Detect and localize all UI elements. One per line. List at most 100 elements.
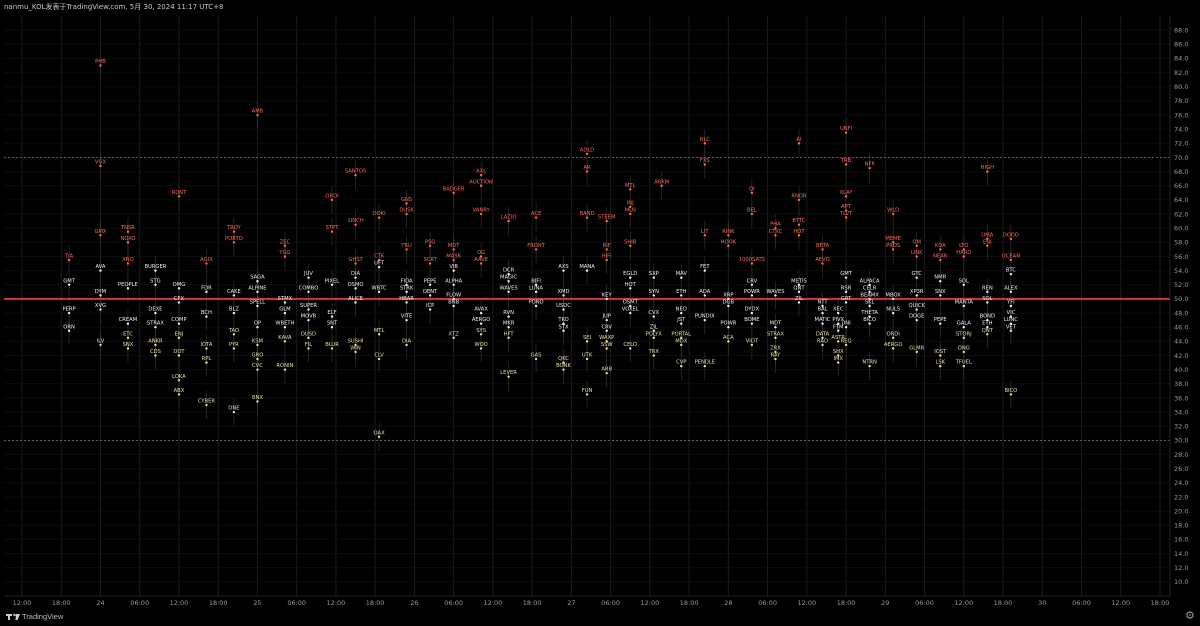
data-point-marker bbox=[452, 269, 455, 272]
data-point-marker bbox=[205, 315, 208, 318]
data-point-marker bbox=[939, 248, 942, 251]
data-point-label: OCEAN bbox=[1002, 254, 1021, 260]
data-point-label: FUN bbox=[582, 388, 593, 394]
data-point-marker bbox=[177, 322, 181, 325]
data-point-label: KDA bbox=[935, 243, 946, 249]
data-point-marker bbox=[891, 241, 895, 244]
data-point-label: LUNC bbox=[1004, 317, 1018, 323]
data-point-label: LSK bbox=[935, 360, 945, 366]
data-point-label: ZEC bbox=[280, 239, 291, 245]
data-point-marker bbox=[354, 350, 357, 354]
data-point-marker bbox=[507, 315, 510, 318]
data-point-label: VIB bbox=[449, 264, 458, 270]
data-point-label: DODO bbox=[1003, 232, 1019, 238]
data-point-label: XTZ bbox=[449, 331, 460, 337]
y-tick-label: 22.0 bbox=[1174, 493, 1188, 501]
y-tick-label: 70.0 bbox=[1174, 154, 1188, 162]
data-point-marker bbox=[562, 329, 565, 332]
data-point-label: GMT bbox=[63, 278, 75, 284]
data-point-marker bbox=[837, 340, 840, 343]
data-point-label: GHST bbox=[348, 257, 363, 263]
data-point-label: BADGER bbox=[443, 186, 465, 192]
data-point-label: FIDA bbox=[401, 278, 413, 284]
data-point-label: ANKR bbox=[148, 338, 163, 344]
data-point-marker bbox=[750, 191, 754, 195]
data-point-label: EGLD bbox=[623, 271, 637, 277]
data-point-marker bbox=[915, 350, 918, 354]
data-point-marker bbox=[177, 393, 181, 396]
data-point-label: SYS bbox=[476, 328, 486, 334]
data-point-marker bbox=[405, 283, 408, 286]
data-point-marker bbox=[354, 223, 357, 226]
data-point-label: NEAR bbox=[933, 254, 948, 260]
data-point-label: FTM bbox=[833, 324, 844, 330]
data-point-label: VET bbox=[1006, 324, 1017, 330]
data-point-label: ONG bbox=[958, 345, 970, 351]
data-point-label: WBTC bbox=[372, 285, 388, 291]
data-point-marker bbox=[562, 368, 565, 371]
data-point-label: HIFI bbox=[602, 254, 612, 260]
y-tick-label: 48.0 bbox=[1174, 309, 1188, 317]
data-point-marker bbox=[154, 283, 157, 286]
data-point-label: SYN bbox=[649, 289, 659, 295]
data-point-label: MANA bbox=[579, 264, 595, 270]
data-point-label: DIA bbox=[351, 271, 361, 277]
data-point-label: YFI bbox=[1006, 300, 1015, 306]
data-point-marker bbox=[680, 336, 683, 340]
data-point-marker bbox=[797, 223, 801, 226]
data-point-marker bbox=[986, 333, 989, 336]
data-point-label: ABX bbox=[174, 388, 185, 394]
data-point-marker bbox=[605, 219, 608, 223]
data-point-label: COMP bbox=[171, 317, 186, 323]
x-tick-label: 18:00 bbox=[837, 599, 856, 607]
data-point-label: ICP bbox=[426, 303, 434, 309]
data-point-marker bbox=[99, 308, 102, 311]
y-tick-label: 14.0 bbox=[1174, 550, 1188, 558]
x-tick-label: 06:00 bbox=[758, 599, 777, 607]
data-point-marker bbox=[962, 350, 965, 354]
data-point-label: TIA bbox=[64, 254, 74, 260]
data-point-label: MDX bbox=[675, 338, 687, 344]
data-point-label: BIFI bbox=[531, 278, 541, 284]
data-point-marker bbox=[774, 326, 777, 329]
data-point-marker bbox=[354, 173, 357, 177]
data-point-label: METIS bbox=[791, 278, 807, 284]
data-point-label: STRK bbox=[400, 285, 414, 291]
data-point-label: BCH bbox=[201, 310, 212, 316]
data-point-marker bbox=[585, 357, 589, 361]
y-tick-label: 44.0 bbox=[1174, 338, 1188, 346]
data-point-label: XNO bbox=[122, 257, 134, 263]
data-point-label: RSR bbox=[841, 285, 852, 291]
data-point-marker bbox=[307, 290, 310, 294]
data-point-label: AERGO bbox=[884, 342, 903, 348]
data-point-label: BICO bbox=[1004, 388, 1017, 394]
data-point-label: CTK bbox=[374, 254, 385, 260]
data-point-marker bbox=[797, 142, 801, 145]
data-points: TIA GMT PERP ORN PHB VGX GMX AVA DYM XVG ILV TNSR NO… bbox=[63, 59, 1021, 439]
data-point-label: INJ bbox=[627, 200, 634, 206]
data-point-label: CTXC bbox=[769, 229, 783, 235]
data-point-marker bbox=[774, 357, 777, 361]
data-point-label: WBETH bbox=[275, 321, 294, 327]
gear-icon[interactable]: ⚙ bbox=[1185, 609, 1195, 622]
data-point-label: ALEX bbox=[1004, 285, 1018, 291]
tradingview-logo-icon bbox=[6, 613, 20, 620]
data-point-marker bbox=[428, 283, 432, 286]
data-point-marker bbox=[774, 350, 777, 354]
data-point-label: OP bbox=[254, 321, 261, 327]
data-point-label: BAL bbox=[818, 307, 828, 313]
data-point-label: TKO bbox=[557, 317, 568, 323]
data-point-marker bbox=[585, 170, 589, 173]
data-point-label: MTL bbox=[374, 328, 385, 334]
data-point-marker bbox=[154, 343, 157, 347]
data-point-marker bbox=[939, 364, 942, 368]
data-point-label: SAGA bbox=[250, 275, 265, 281]
data-point-label: MANTA bbox=[955, 300, 974, 306]
y-tick-label: 80.0 bbox=[1174, 83, 1188, 91]
data-point-label: SKL bbox=[865, 300, 875, 306]
data-point-marker bbox=[821, 336, 824, 340]
data-point-marker bbox=[283, 301, 287, 304]
data-point-marker bbox=[405, 343, 408, 347]
x-tick-label: 12:00 bbox=[170, 599, 189, 607]
